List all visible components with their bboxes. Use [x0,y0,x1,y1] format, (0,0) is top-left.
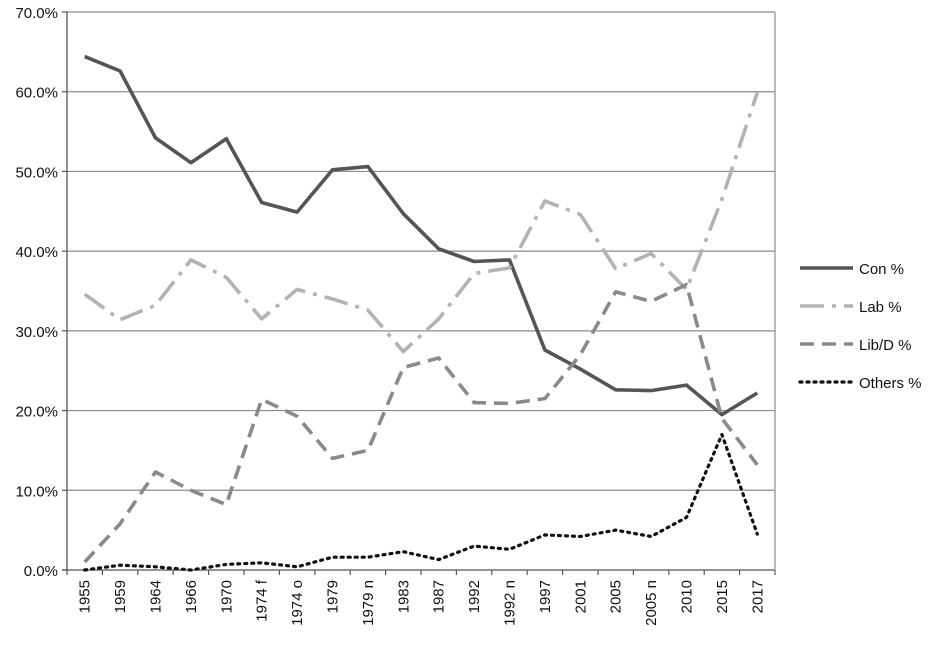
x-tick-label: 1992 [466,580,483,613]
series-line-0 [84,54,759,417]
x-tick-label: 2001 [572,580,589,613]
series-line-2 [83,282,759,564]
y-tick-label: 60.0% [15,85,58,102]
x-tick-label: 1959 [112,580,129,613]
legend: Con % Lab % Lib/D % Others % [798,261,922,392]
legend-label-1: Lab % [859,299,902,316]
x-tick-labels: 1955 1959 1964 1966 1970 1974 f 1974 o 1979 1979… [77,579,767,626]
x-tick-label: 1966 [183,580,200,613]
x-tick-label: 2015 [714,580,731,613]
x-tick-label: 1970 [218,580,235,613]
x-tick-label: 2005 n [643,580,660,626]
legend-label-0: Con % [859,261,904,278]
x-tick-label: 1979 [325,580,342,613]
series-line-1 [83,91,760,354]
x-tick-label: 2005 [608,580,625,613]
x-tick-label: 2017 [749,580,766,613]
y-tick-label: 50.0% [15,164,58,181]
x-tick-label: 1983 [395,580,412,613]
x-tick-label: 1992 n [502,580,519,626]
axes [62,11,776,575]
y-tick-label: 70.0% [15,5,58,22]
x-tick-label: 1955 [77,580,94,613]
series-lines [83,54,760,572]
legend-label-2: Lib/D % [859,337,912,354]
y-tick-label: 10.0% [15,483,58,500]
x-tick-label: 1979 n [360,580,377,626]
x-tick-label: 1974 o [289,580,306,626]
series-line-3 [83,432,759,572]
gridlines [67,11,775,491]
x-tick-label: 1964 [148,580,165,613]
x-tick-label: 1987 [431,580,448,613]
x-tick-label: 2010 [679,580,696,613]
y-tick-label: 20.0% [15,404,58,421]
x-tick-label: 1974 f [254,579,271,622]
y-tick-label: 40.0% [15,244,58,261]
y-tick-label: 30.0% [15,324,58,341]
x-tick-label: 1997 [537,580,554,613]
y-tick-labels: 0.0% 10.0% 20.0% 30.0% 40.0% 50.0% 60.0% 70.0% [15,5,58,580]
legend-label-3: Others % [859,375,922,392]
y-tick-label: 0.0% [24,563,58,580]
